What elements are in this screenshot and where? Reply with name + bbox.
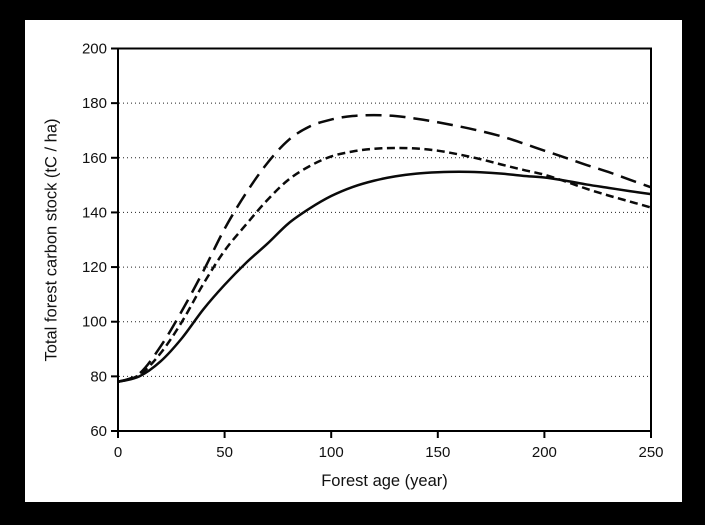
series-short-dash-line — [117, 146, 652, 384]
plot-border — [117, 47, 652, 432]
chart-panel — [25, 20, 682, 502]
x-tick-label-150: 150 — [425, 444, 450, 461]
x-tick-label-0: 0 — [114, 444, 122, 461]
y-tick-label-200: 200 — [82, 41, 107, 58]
y-tick-label-180: 180 — [82, 95, 107, 112]
y-tick-label-160: 160 — [82, 150, 107, 167]
y-tick-label-120: 120 — [82, 259, 107, 276]
y-axis-title: Total forest carbon stock (tC / ha) — [42, 118, 61, 362]
x-tick-label-200: 200 — [532, 444, 557, 461]
y-tick-label-60: 60 — [90, 423, 107, 440]
x-tick-label-100: 100 — [319, 444, 344, 461]
y-tick-label-140: 140 — [82, 204, 107, 221]
x-axis-title: Forest age (year) — [321, 472, 448, 490]
x-tick-label-50: 50 — [216, 444, 233, 461]
x-tick-label-250: 250 — [638, 444, 663, 461]
y-tick-label-80: 80 — [90, 368, 107, 385]
y-tick-label-100: 100 — [82, 314, 107, 331]
series-long-dash-line — [117, 113, 652, 384]
